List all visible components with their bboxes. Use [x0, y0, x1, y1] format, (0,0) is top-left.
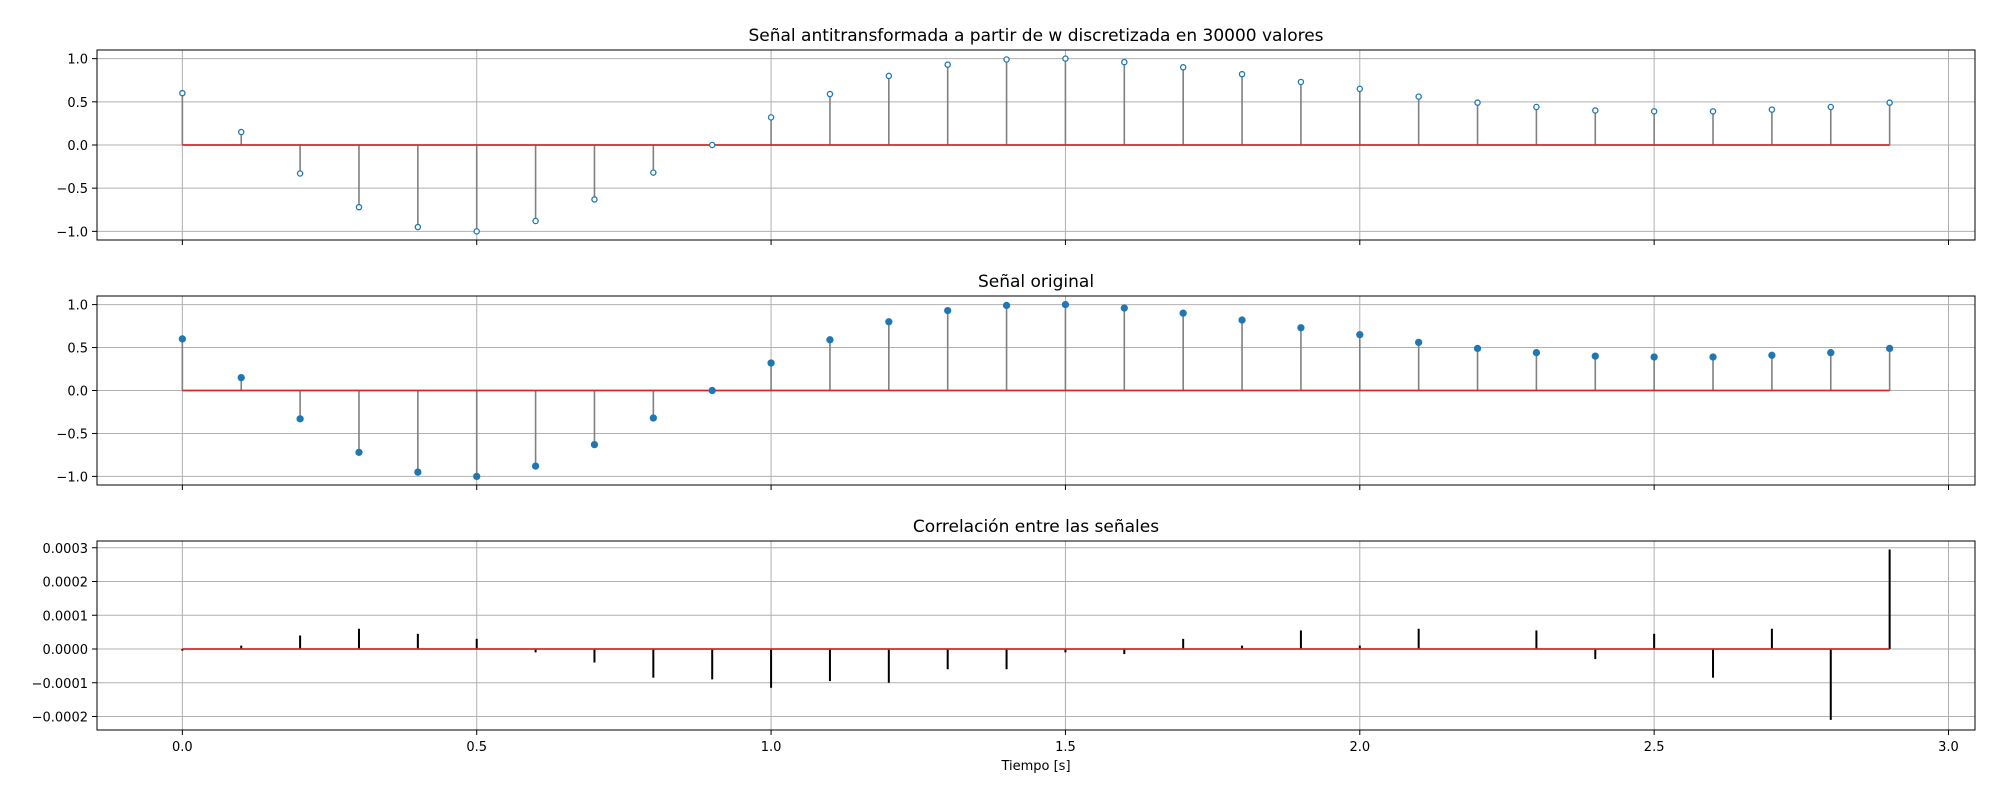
data-point — [531, 462, 540, 470]
x-tick-label: 2.0 — [1349, 740, 1370, 755]
x-tick-label: 3.0 — [1938, 740, 1959, 755]
data-point — [826, 90, 834, 98]
subplot-title: Señal antitransformada a partir de w dis… — [748, 26, 1323, 46]
data-point — [1120, 304, 1128, 312]
data-point — [1356, 331, 1364, 339]
data-point — [414, 223, 422, 231]
y-tick-label: −0.5 — [56, 182, 88, 197]
subplot-2: 1.0 0.5 0.0 −0.5 −1.0 Señal original — [56, 272, 1976, 490]
subplot-title: Señal original — [978, 272, 1094, 292]
data-point — [1003, 56, 1010, 63]
data-point — [650, 169, 657, 176]
data-point — [473, 228, 480, 235]
data-point — [1415, 338, 1423, 347]
x-tick-label: 1.5 — [1055, 740, 1076, 755]
y-tick-label: 0.0 — [67, 385, 88, 400]
subplot-3: 0.0 0.5 1.0 1.5 2.0 2.5 3.0 0.0003 0.0002 0.0001 0… — [32, 517, 1976, 774]
data-point — [1061, 300, 1070, 309]
y-tick-label: 0.5 — [67, 96, 88, 111]
data-point — [473, 472, 481, 481]
y-tick-label: 0.0003 — [43, 542, 89, 557]
data-point — [885, 318, 893, 326]
data-point — [1768, 106, 1776, 113]
data-point — [1591, 352, 1599, 360]
data-point — [1238, 70, 1246, 78]
data-point — [1532, 349, 1541, 357]
data-point — [1827, 103, 1835, 111]
data-point — [1533, 103, 1540, 111]
data-point — [296, 170, 304, 177]
data-point — [944, 61, 951, 68]
data-point — [1238, 316, 1246, 324]
data-point — [1062, 55, 1069, 62]
y-tick-label: 0.0 — [67, 139, 88, 154]
data-point — [1356, 85, 1364, 93]
y-tick-label: 0.5 — [67, 342, 88, 357]
data-point — [1885, 344, 1894, 353]
data-point — [1297, 78, 1305, 86]
y-tick-label: 0.0000 — [43, 643, 89, 658]
x-tick-label: 0.0 — [172, 740, 193, 755]
data-point — [355, 448, 363, 457]
y-tick-label: 1.0 — [67, 53, 88, 68]
data-point — [179, 89, 186, 97]
data-point — [1415, 93, 1422, 100]
y-tick-label: −0.0002 — [32, 711, 88, 726]
data-point — [1002, 301, 1011, 310]
data-point — [944, 306, 952, 315]
subplot-1: 1.0 0.5 0.0 −0.5 −1.0 Señal antitransformada … — [56, 26, 1976, 245]
data-point — [237, 128, 245, 136]
data-point — [885, 72, 893, 80]
data-point — [296, 415, 304, 423]
x-tick-label: 0.5 — [466, 740, 487, 755]
data-point — [178, 335, 187, 343]
x-tick-label: 2.5 — [1644, 740, 1665, 755]
y-tick-label: 0.0001 — [43, 609, 89, 624]
data-point — [355, 203, 363, 211]
data-point — [590, 440, 599, 449]
y-tick-label: 0.0002 — [43, 576, 89, 591]
data-point — [826, 336, 834, 344]
data-point — [414, 468, 422, 476]
data-point — [591, 196, 598, 203]
data-point — [1768, 351, 1776, 359]
subplot-title: Correlación entre las señales — [913, 517, 1159, 537]
data-point — [708, 141, 716, 149]
data-point — [532, 217, 539, 225]
axes-frame — [96, 540, 1976, 731]
y-tick-label: −1.0 — [56, 470, 88, 485]
x-tick-label: 1.0 — [761, 740, 782, 755]
data-point — [767, 359, 775, 367]
data-point — [1592, 107, 1599, 114]
data-point — [708, 386, 716, 395]
data-point — [1121, 58, 1128, 66]
data-point — [1474, 99, 1481, 106]
data-point — [767, 114, 775, 121]
data-point — [1827, 349, 1835, 357]
data-point — [1709, 353, 1717, 361]
data-point — [1886, 99, 1893, 106]
x-axis-label: Tiempo [s] — [1000, 759, 1070, 774]
data-point — [1297, 324, 1305, 332]
y-tick-label: 1.0 — [67, 299, 88, 314]
y-tick-label: −1.0 — [56, 225, 88, 240]
data-point — [1650, 353, 1658, 361]
data-point — [237, 373, 245, 382]
y-tick-label: −0.5 — [56, 427, 88, 442]
data-point — [1179, 309, 1187, 317]
data-point — [1650, 108, 1658, 115]
data-point — [649, 414, 657, 422]
data-point — [1179, 64, 1187, 71]
data-point — [1709, 108, 1717, 115]
y-tick-label: −0.0001 — [32, 677, 88, 692]
data-point — [1473, 344, 1482, 353]
